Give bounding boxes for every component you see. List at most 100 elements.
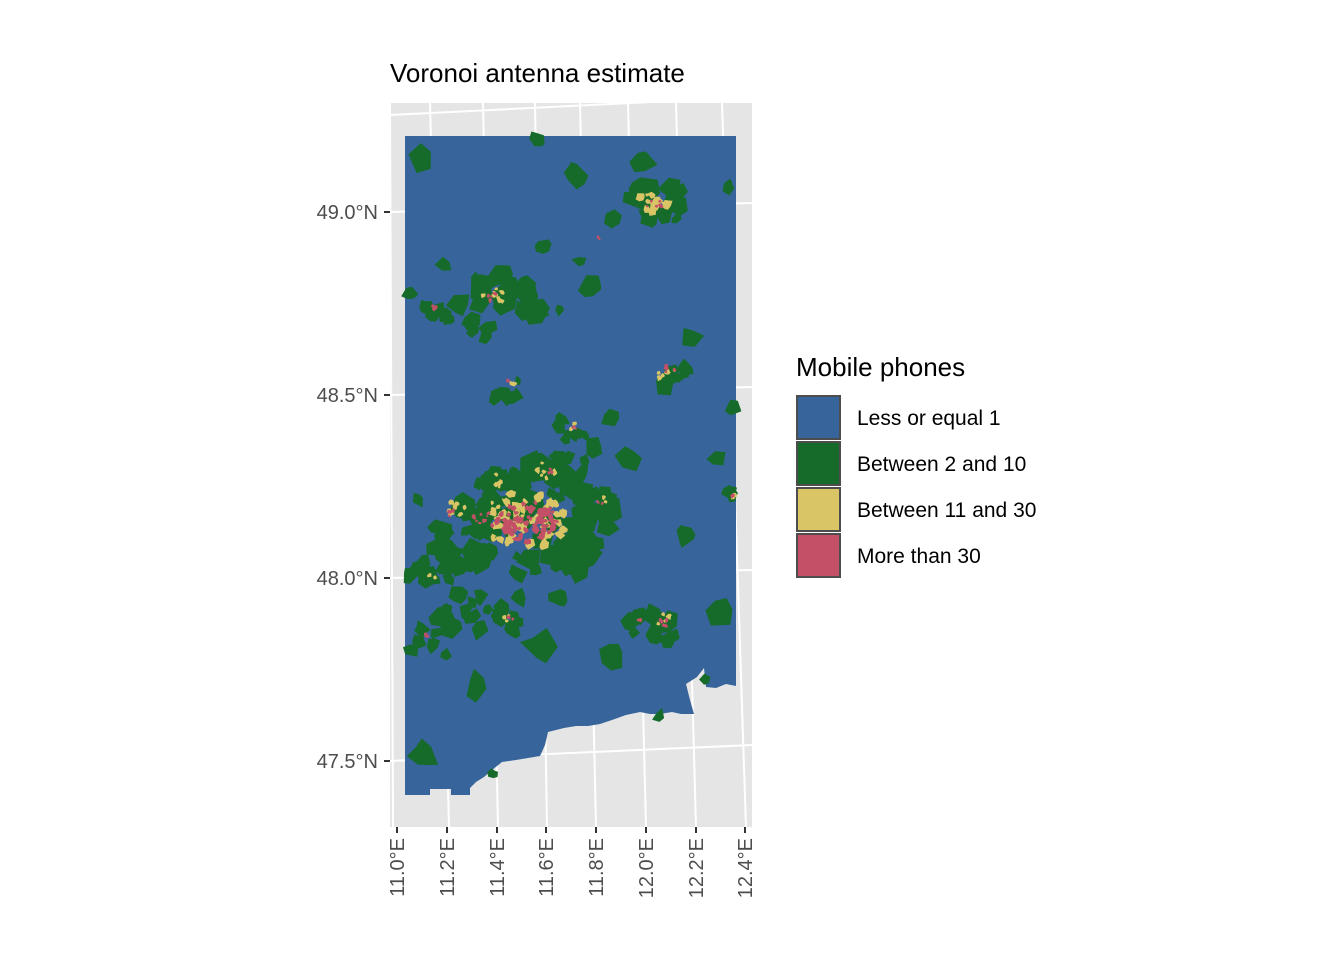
cell-between-2-and-10 [470, 274, 493, 300]
cell-between-2-and-10 [555, 304, 565, 317]
legend-label-less-or-equal-1: Less or equal 1 [857, 407, 1001, 430]
cell-between-2-and-10 [501, 388, 518, 407]
cell-more-than-30 [506, 615, 511, 620]
cell-between-2-and-10 [508, 564, 528, 584]
cell-between-11-and-30 [603, 499, 608, 504]
cell-between-2-and-10 [475, 493, 496, 512]
cell-more-than-30 [490, 295, 493, 298]
cell-between-11-and-30 [551, 468, 558, 477]
cell-more-than-30 [729, 493, 734, 499]
legend-label-more-than-30: More than 30 [857, 545, 981, 568]
cell-more-than-30 [424, 634, 428, 638]
cell-more-than-30 [523, 527, 529, 533]
cell-between-11-and-30 [496, 296, 500, 300]
cell-between-2-and-10 [417, 554, 431, 571]
cell-between-11-and-30 [509, 380, 513, 386]
cell-between-2-and-10 [563, 162, 589, 190]
legend: Mobile phones Less or equal 1 Between 2 … [796, 352, 1036, 578]
cell-more-than-30 [596, 235, 600, 239]
cell-more-than-30 [547, 471, 551, 475]
map-title: Voronoi antenna estimate [390, 58, 685, 88]
cell-between-11-and-30 [433, 575, 438, 580]
cell-more-than-30 [433, 305, 437, 309]
cell-between-11-and-30 [643, 205, 650, 213]
cell-more-than-30 [507, 503, 513, 510]
cell-more-than-30 [645, 205, 649, 208]
cell-between-2-and-10 [670, 197, 688, 218]
cell-more-than-30 [492, 291, 498, 297]
cell-between-2-and-10 [462, 523, 485, 539]
lon-tick-label: 11.6°E [536, 838, 558, 897]
cell-between-2-and-10 [578, 489, 598, 506]
cell-more-than-30 [600, 501, 605, 506]
legend-swatch-more-than-30 [796, 533, 841, 578]
cell-between-2-and-10 [442, 573, 455, 586]
cell-between-11-and-30 [498, 290, 505, 295]
cell-between-11-and-30 [656, 621, 661, 626]
cell-between-2-and-10 [474, 544, 488, 562]
cell-between-2-and-10 [516, 549, 541, 569]
cell-between-2-and-10 [510, 587, 526, 608]
cell-more-than-30 [549, 509, 555, 514]
cell-between-11-and-30 [662, 202, 669, 210]
latitude-axis: 49.0°N 48.5°N 48.0°N 47.5°N [317, 202, 390, 773]
cell-more-than-30 [658, 204, 664, 209]
cell-between-2-and-10 [586, 437, 603, 459]
cell-between-11-and-30 [647, 191, 656, 199]
cell-between-2-and-10 [445, 294, 470, 317]
cell-more-than-30 [477, 521, 482, 525]
cell-between-2-and-10 [622, 191, 639, 208]
cell-between-2-and-10 [459, 603, 472, 620]
cell-more-than-30 [495, 518, 499, 525]
cell-between-2-and-10 [430, 628, 442, 638]
cell-between-2-and-10 [418, 565, 438, 589]
cell-between-11-and-30 [490, 500, 494, 506]
cell-more-than-30 [539, 508, 543, 513]
legend-swatch-between-11-and-30 [796, 487, 841, 532]
cell-between-2-and-10 [401, 286, 419, 299]
cell-between-2-and-10 [529, 131, 545, 147]
cell-between-2-and-10 [414, 620, 431, 638]
cell-between-11-and-30 [502, 614, 507, 620]
cell-between-2-and-10 [554, 412, 570, 425]
cell-between-2-and-10 [571, 257, 587, 267]
cell-between-11-and-30 [540, 461, 544, 465]
cell-between-2-and-10 [439, 613, 463, 639]
cell-between-2-and-10 [645, 627, 664, 645]
cell-more-than-30 [539, 527, 547, 534]
cell-between-11-and-30 [665, 614, 671, 620]
cell-more-than-30 [654, 204, 659, 208]
cell-more-than-30 [661, 623, 666, 628]
cell-between-2-and-10 [406, 738, 439, 766]
cell-between-11-and-30 [656, 370, 661, 375]
cell-between-2-and-10 [507, 466, 522, 482]
lat-tick-label: 49.0°N [317, 202, 378, 224]
cell-between-2-and-10 [466, 668, 487, 703]
cell-between-11-and-30 [660, 612, 665, 617]
cell-between-2-and-10 [478, 329, 492, 345]
longitude-axis: 11.0°E 11.2°E 11.4°E 11.6°E 11.8°E 12.0°… [387, 827, 757, 898]
cell-between-11-and-30 [480, 293, 486, 298]
cell-between-11-and-30 [494, 472, 499, 477]
lon-tick-label: 12.4°E [735, 838, 757, 898]
cell-between-2-and-10 [676, 525, 696, 548]
cell-between-2-and-10 [705, 598, 733, 626]
cell-between-11-and-30 [499, 298, 505, 304]
cell-between-2-and-10 [699, 673, 711, 685]
cell-between-11-and-30 [539, 473, 544, 477]
cell-between-11-and-30 [504, 619, 509, 623]
cell-more-than-30 [664, 370, 668, 374]
cell-more-than-30 [665, 618, 669, 623]
cell-more-than-30 [479, 512, 483, 516]
cell-between-11-and-30 [534, 466, 540, 475]
cell-between-2-and-10 [659, 632, 675, 649]
cell-between-2-and-10 [593, 486, 612, 504]
lon-tick-label: 11.2°E [437, 838, 459, 897]
legend-title: Mobile phones [796, 352, 965, 382]
cell-between-2-and-10 [563, 429, 576, 441]
cell-between-11-and-30 [501, 498, 508, 504]
cell-more-than-30 [658, 618, 663, 623]
cell-more-than-30 [526, 515, 531, 520]
cell-between-2-and-10 [722, 178, 735, 196]
